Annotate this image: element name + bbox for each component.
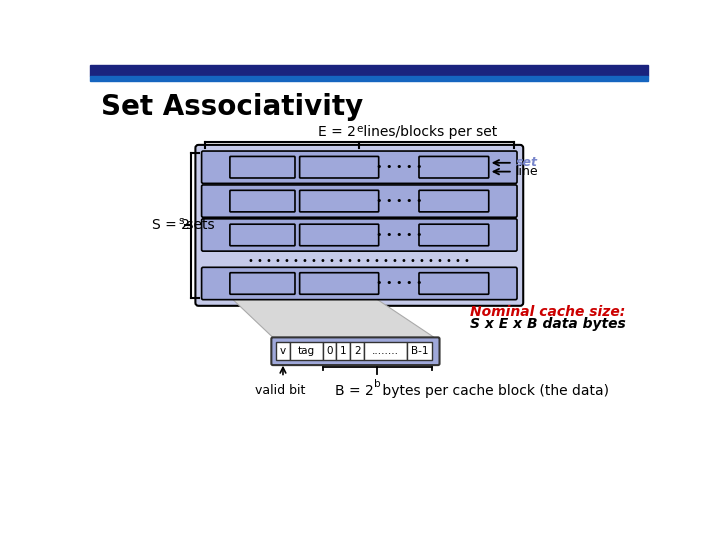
Text: set: set bbox=[516, 156, 538, 168]
Text: bytes per cache block (the data): bytes per cache block (the data) bbox=[378, 383, 609, 397]
Bar bbox=[351, 342, 364, 361]
Text: lines/blocks per set: lines/blocks per set bbox=[359, 125, 498, 139]
Text: s: s bbox=[179, 215, 184, 226]
FancyBboxPatch shape bbox=[271, 338, 439, 365]
Bar bbox=[407, 342, 432, 361]
Text: • • • • •: • • • • • bbox=[376, 230, 422, 240]
Text: b: b bbox=[374, 379, 381, 389]
FancyBboxPatch shape bbox=[419, 273, 489, 294]
Text: tag: tag bbox=[297, 346, 315, 356]
FancyBboxPatch shape bbox=[195, 145, 523, 306]
FancyBboxPatch shape bbox=[230, 190, 295, 212]
FancyBboxPatch shape bbox=[230, 224, 295, 246]
Text: Nominal cache size:: Nominal cache size: bbox=[469, 305, 625, 319]
Bar bbox=[276, 342, 290, 361]
Bar bbox=[364, 342, 407, 361]
Text: v: v bbox=[280, 346, 286, 356]
Bar bbox=[90, 65, 648, 76]
Text: B-1: B-1 bbox=[410, 346, 428, 356]
FancyBboxPatch shape bbox=[300, 224, 379, 246]
FancyBboxPatch shape bbox=[202, 267, 517, 300]
FancyBboxPatch shape bbox=[202, 185, 517, 217]
Bar bbox=[336, 342, 351, 361]
FancyBboxPatch shape bbox=[202, 151, 517, 184]
Text: e: e bbox=[356, 124, 363, 134]
Text: 0: 0 bbox=[326, 346, 333, 356]
Text: ........: ........ bbox=[372, 346, 399, 356]
Text: 1: 1 bbox=[340, 346, 347, 356]
Text: • • • • •: • • • • • bbox=[376, 162, 422, 172]
Text: E = 2: E = 2 bbox=[318, 125, 356, 139]
FancyBboxPatch shape bbox=[300, 273, 379, 294]
Bar bbox=[90, 76, 648, 81]
FancyBboxPatch shape bbox=[230, 273, 295, 294]
FancyBboxPatch shape bbox=[419, 157, 489, 178]
Text: • • • • •: • • • • • bbox=[376, 279, 422, 288]
FancyBboxPatch shape bbox=[419, 224, 489, 246]
Text: line: line bbox=[516, 165, 539, 178]
FancyBboxPatch shape bbox=[202, 219, 517, 251]
Text: S x E x B data bytes: S x E x B data bytes bbox=[469, 318, 626, 332]
Polygon shape bbox=[233, 299, 436, 339]
FancyBboxPatch shape bbox=[300, 190, 379, 212]
FancyBboxPatch shape bbox=[419, 190, 489, 212]
FancyBboxPatch shape bbox=[300, 157, 379, 178]
Text: S = 2: S = 2 bbox=[152, 218, 190, 232]
Text: valid bit: valid bit bbox=[255, 383, 305, 396]
Bar bbox=[323, 342, 336, 361]
Text: • • • • • • • • • • • • • • • • • • • • • • • • •: • • • • • • • • • • • • • • • • • • • • … bbox=[248, 256, 470, 266]
Text: B = 2: B = 2 bbox=[336, 383, 374, 397]
Text: • • • • •: • • • • • bbox=[376, 196, 422, 206]
Text: Set Associativity: Set Associativity bbox=[101, 93, 363, 121]
Text: 2: 2 bbox=[354, 346, 361, 356]
FancyBboxPatch shape bbox=[230, 157, 295, 178]
Bar bbox=[290, 342, 323, 361]
Text: sets: sets bbox=[182, 218, 215, 232]
